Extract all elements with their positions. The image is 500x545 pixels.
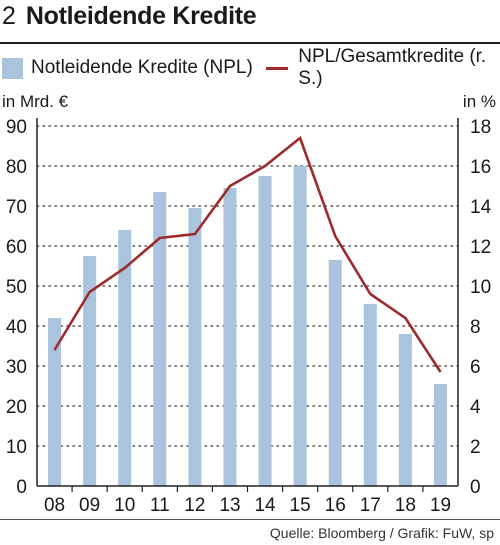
ratio-line bbox=[53, 135, 442, 373]
footer-rule bbox=[0, 519, 500, 520]
chart-title: Notleidende Kredite bbox=[25, 2, 257, 30]
left-tick-label: 80 bbox=[6, 157, 27, 178]
x-tick-label: 13 bbox=[219, 495, 240, 516]
right-tick-label: 10 bbox=[470, 277, 491, 298]
left-axis-unit: in Mrd. € bbox=[2, 92, 69, 111]
right-tick-label: 4 bbox=[470, 397, 481, 418]
bar bbox=[433, 384, 447, 486]
left-tick-label: 40 bbox=[6, 317, 27, 338]
x-tick-label: 12 bbox=[184, 495, 205, 516]
x-tick-label: 10 bbox=[114, 495, 135, 516]
legend-swatch-line bbox=[266, 66, 289, 70]
x-tick-label: 11 bbox=[150, 495, 170, 516]
right-tick-label: 2 bbox=[470, 437, 481, 458]
left-tick-label: 10 bbox=[6, 437, 27, 458]
right-tick-label: 8 bbox=[470, 317, 481, 338]
bar bbox=[83, 256, 97, 486]
x-tick-label: 19 bbox=[430, 495, 451, 516]
left-tick-label: 60 bbox=[6, 237, 27, 258]
bar bbox=[48, 318, 62, 486]
legend-swatch-bar bbox=[2, 57, 23, 79]
x-tick-label: 14 bbox=[254, 495, 276, 516]
left-tick-label: 30 bbox=[6, 357, 27, 378]
bar bbox=[188, 208, 202, 486]
right-tick-label: 12 bbox=[470, 237, 491, 258]
x-tick-label: 15 bbox=[290, 495, 311, 516]
x-tick-label: 16 bbox=[325, 495, 346, 516]
bar bbox=[223, 188, 237, 486]
right-tick-label: 18 bbox=[470, 117, 491, 138]
figure-number: 2 bbox=[2, 2, 16, 30]
bar bbox=[153, 192, 167, 486]
left-tick-label: 50 bbox=[6, 277, 27, 298]
x-tick-label: 18 bbox=[395, 495, 416, 516]
bar bbox=[118, 230, 132, 486]
legend-item-npl: Notleidende Kredite (NPL) bbox=[2, 54, 253, 82]
bar bbox=[328, 260, 342, 486]
left-tick-label: 20 bbox=[6, 397, 27, 418]
chart-header: 2 Notleidende Kredite bbox=[0, 2, 257, 40]
x-tick-label: 17 bbox=[360, 495, 381, 516]
title-rule bbox=[0, 42, 500, 44]
right-tick-label: 16 bbox=[470, 157, 491, 178]
bar bbox=[363, 304, 377, 486]
legend-label-npl: Notleidende Kredite (NPL) bbox=[31, 57, 253, 78]
right-tick-label: 6 bbox=[470, 357, 481, 378]
legend: Notleidende Kredite (NPL) NPL/Gesamtkred… bbox=[0, 46, 500, 89]
right-axis-unit: in % bbox=[462, 92, 496, 111]
bar bbox=[293, 166, 307, 486]
bar bbox=[258, 176, 272, 486]
legend-item-ratio: NPL/Gesamtkredite (r. S.) bbox=[266, 46, 500, 89]
x-tick-label: 09 bbox=[79, 495, 100, 516]
bar bbox=[398, 334, 412, 486]
left-tick-label: 0 bbox=[16, 477, 27, 498]
left-tick-label: 90 bbox=[6, 117, 27, 138]
right-tick-label: 14 bbox=[470, 197, 492, 218]
legend-label-ratio: NPL/Gesamtkredite (r. S.) bbox=[298, 46, 487, 89]
left-tick-label: 70 bbox=[6, 197, 27, 218]
x-tick-label: 08 bbox=[44, 495, 65, 516]
source-note: Quelle: Bloomberg / Grafik: FuW, sp bbox=[269, 525, 494, 541]
right-tick-label: 0 bbox=[470, 477, 481, 498]
